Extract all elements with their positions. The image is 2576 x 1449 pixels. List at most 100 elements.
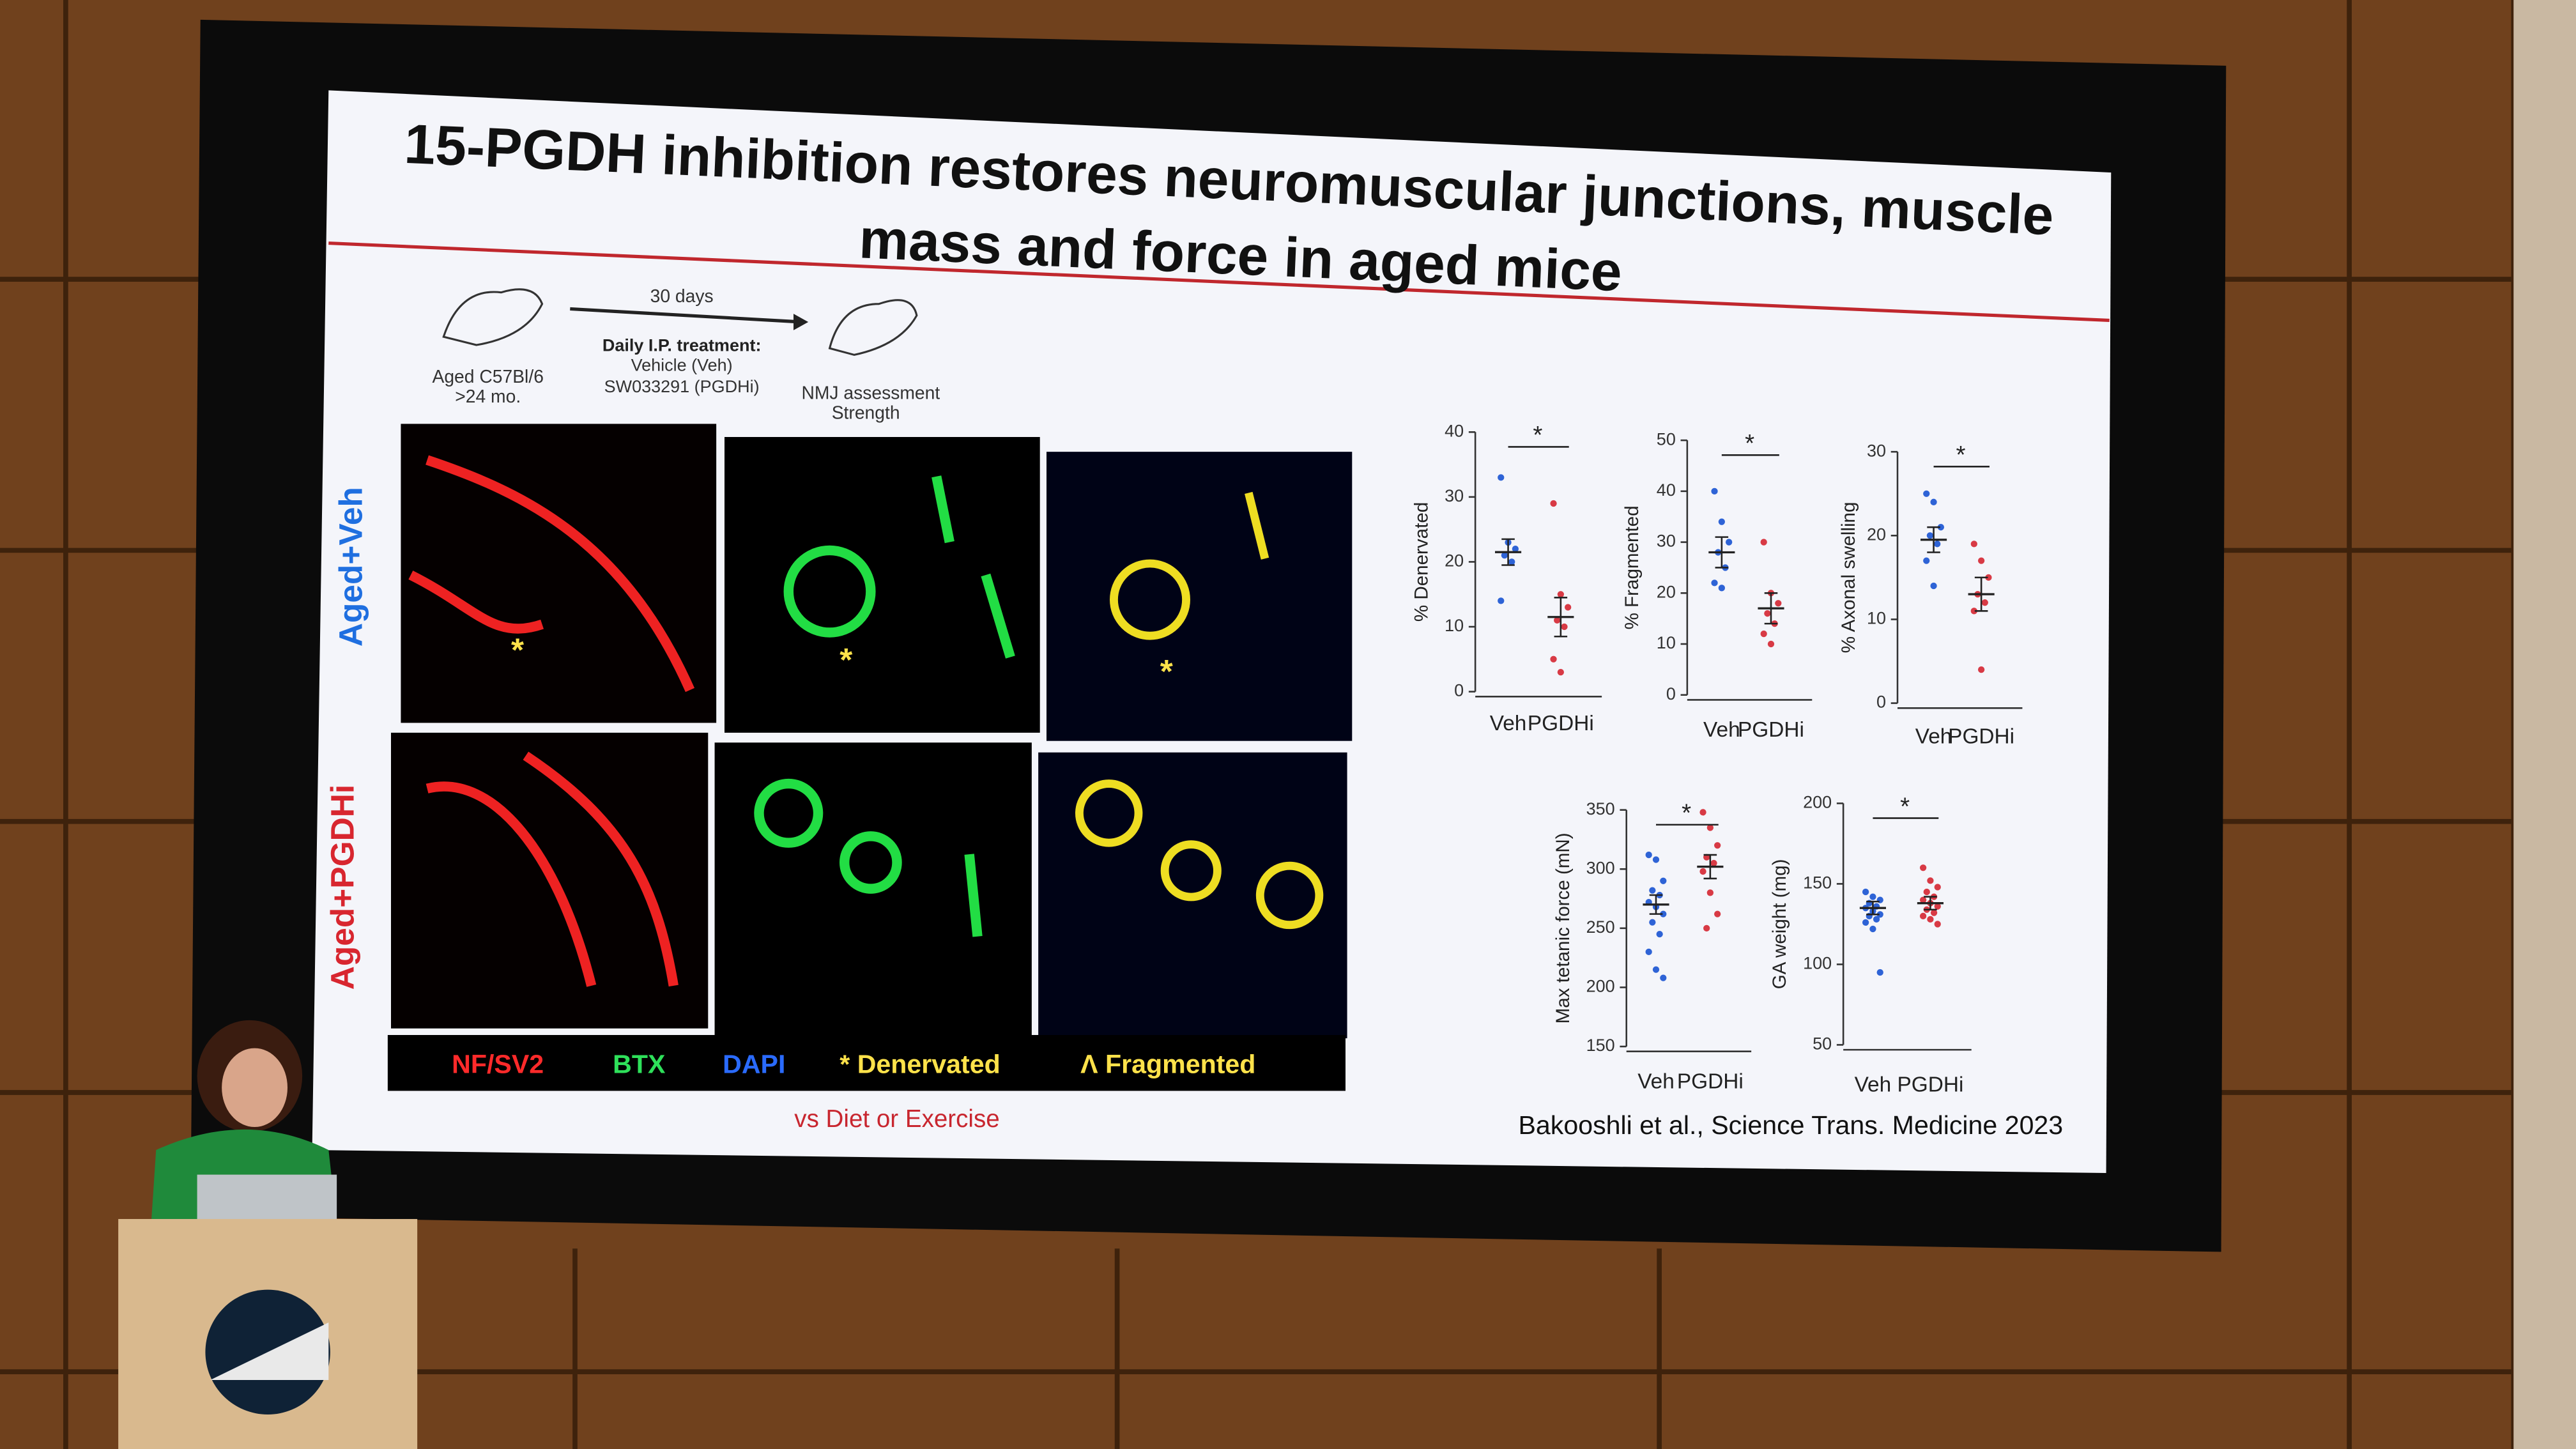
y-tick-label: 40 [1657,480,1676,500]
x-tick-label: Veh [1915,724,1952,748]
y-axis-label: Max tetanic force (mN) [1552,832,1574,1023]
data-point [1554,617,1561,624]
error-bar [1924,896,1937,911]
y-tick-label: 20 [1867,525,1886,544]
data-point [1508,558,1515,565]
schematic-text: Daily I.P. treatment: [602,336,762,355]
row-label: Aged+PGDHi [324,785,361,990]
data-point [1652,966,1660,973]
x-tick-label: PGDHi [1897,1073,1963,1097]
data-point [1561,623,1568,631]
data-point [1934,540,1941,548]
data-point [1501,552,1508,559]
data-point [1923,888,1930,896]
stain-legend: DAPI [723,1050,785,1079]
data-point [1775,600,1782,607]
arrow-head [793,314,809,330]
y-tick-label: 200 [1586,977,1615,996]
y-tick-label: 10 [1867,609,1886,628]
error-bar [1974,576,1988,612]
data-point [1930,909,1938,916]
data-point [1726,539,1733,546]
data-point [1649,887,1656,894]
data-point [1930,498,1937,505]
y-tick-label: 0 [1666,684,1676,703]
schematic-text: Aged C57Bl/6 [432,366,543,387]
row-label: Aged+Veh [332,487,369,647]
data-point [1978,666,1985,673]
y-tick-label: 300 [1586,858,1615,877]
y-tick-label: 250 [1586,917,1615,937]
data-point [1873,916,1880,923]
significance-mark: * [1533,422,1542,449]
data-point [1557,591,1564,598]
x-tick-label: PGDHi [1948,724,2014,748]
data-point [1557,668,1564,676]
speaker [118,1020,418,1449]
x-tick-label: PGDHi [1528,712,1594,735]
data-point [1649,919,1656,926]
schematic-text: Vehicle (Veh) [631,356,733,375]
significance-mark: * [1745,430,1754,457]
data-point [1767,640,1775,648]
data-point [1923,490,1930,497]
data-point [1512,545,1519,553]
data-point [1760,539,1767,546]
stain-legend: Λ Fragmented [1080,1050,1255,1079]
data-point [1926,532,1934,539]
data-point [1919,864,1927,871]
significance-mark: * [1956,441,1965,469]
data-point [1718,585,1725,592]
data-point [1869,925,1876,933]
y-tick-label: 10 [1445,616,1464,635]
error-bar [1554,597,1568,638]
citation: Bakooshli et al., Science Trans. Medicin… [1519,1110,2064,1140]
data-point [1970,608,1977,615]
data-point [1645,851,1652,859]
x-tick-label: Veh [1855,1073,1892,1097]
data-point [1923,557,1930,564]
data-point [1699,868,1706,875]
y-tick-label: 0 [1454,681,1464,700]
y-axis-label: % Denervated [1411,502,1432,622]
y-axis-label: % Axonal swelling [1838,502,1859,654]
title-rule [328,241,2110,322]
error-bar [1764,592,1778,625]
x-tick-label: PGDHi [1677,1070,1744,1093]
error-bar [1927,526,1940,553]
data-point [1869,893,1876,900]
x-tick-label: PGDHi [1738,718,1804,742]
schematic-text: 30 days [650,286,714,306]
significance-mark: * [1900,793,1910,820]
data-point [1498,474,1505,481]
data-point [1714,910,1721,917]
data-point [1703,924,1710,931]
data-point [1934,903,1941,910]
data-point [1706,824,1713,831]
y-tick-label: 200 [1803,793,1832,812]
y-tick-label: 150 [1586,1036,1615,1055]
data-point [1934,884,1941,891]
x-tick-label: Veh [1637,1070,1675,1093]
data-point [1565,604,1572,611]
svg-text:*: * [511,631,524,668]
y-tick-label: 50 [1657,429,1676,448]
y-tick-label: 20 [1445,551,1464,571]
svg-text:*: * [839,641,852,678]
data-point [1927,877,1934,884]
y-tick-label: 30 [1867,441,1886,460]
data-point [1699,809,1706,816]
error-bar [1649,894,1663,915]
data-point [1711,487,1718,494]
data-point [1550,500,1557,507]
data-point [1660,877,1667,884]
schematic-text: >24 mo. [455,386,521,406]
error-bar [1501,538,1515,566]
svg-text:*: * [1160,652,1173,689]
x-tick-label: Veh [1490,712,1527,735]
y-tick-label: 30 [1445,486,1464,505]
data-point [1660,910,1667,917]
stain-legend: NF/SV2 [452,1050,544,1079]
data-point [1498,597,1505,604]
data-point [1937,524,1945,531]
